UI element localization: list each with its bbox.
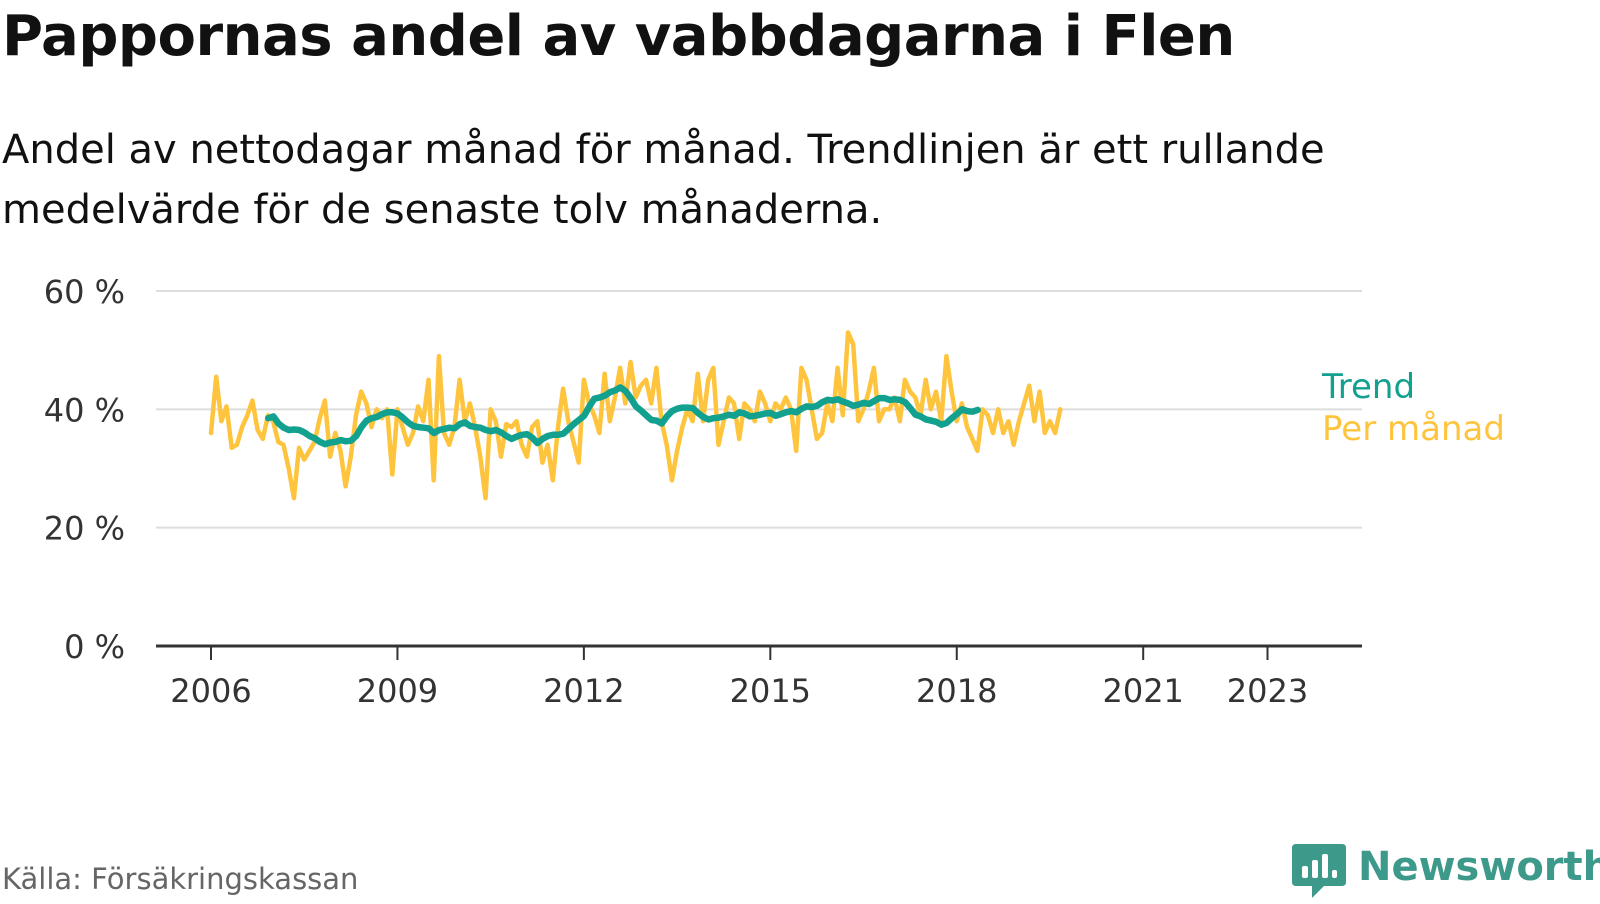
brand-name: Newsworthy	[1358, 844, 1600, 890]
y-tick-label: 60 %	[44, 273, 125, 311]
x-tick-label: 2018	[916, 672, 997, 710]
series-line-trend	[264, 384, 981, 448]
x-tick-label: 2009	[357, 672, 438, 710]
series-line-monthly	[208, 330, 1063, 501]
x-tick-label: 2023	[1227, 672, 1308, 710]
series-lines	[208, 330, 1063, 501]
y-tick-label: 0 %	[64, 628, 125, 666]
y-tick-label: 20 %	[44, 510, 125, 548]
x-tick-label: 2012	[543, 672, 624, 710]
x-tick-label: 2015	[730, 672, 811, 710]
source-note: Källa: Försäkringskassan	[2, 862, 359, 896]
chart-subtitle: Andel av nettodagar månad för månad. Tre…	[2, 127, 1325, 233]
x-tick-label: 2006	[170, 672, 251, 710]
line-chart: 0 % 20 % 40 % 60 % 2006 2009 2012 2015 2018 2021 2…	[44, 273, 1505, 710]
y-tick-label: 40 %	[44, 391, 125, 429]
axes: 0 % 20 % 40 % 60 % 2006 2009 2012 2015 2018 2021 2…	[44, 273, 1362, 710]
legend-label-trend: Trend	[1321, 367, 1415, 407]
legend-label-monthly: Per månad	[1322, 409, 1505, 449]
brand[interactable]: Newsworthy	[1290, 842, 1600, 900]
page-title: Pappornas andel av vabbdagarna i Flen	[2, 4, 1235, 69]
newsworthy-logo-icon	[1292, 844, 1346, 898]
x-tick-label: 2021	[1102, 672, 1183, 710]
